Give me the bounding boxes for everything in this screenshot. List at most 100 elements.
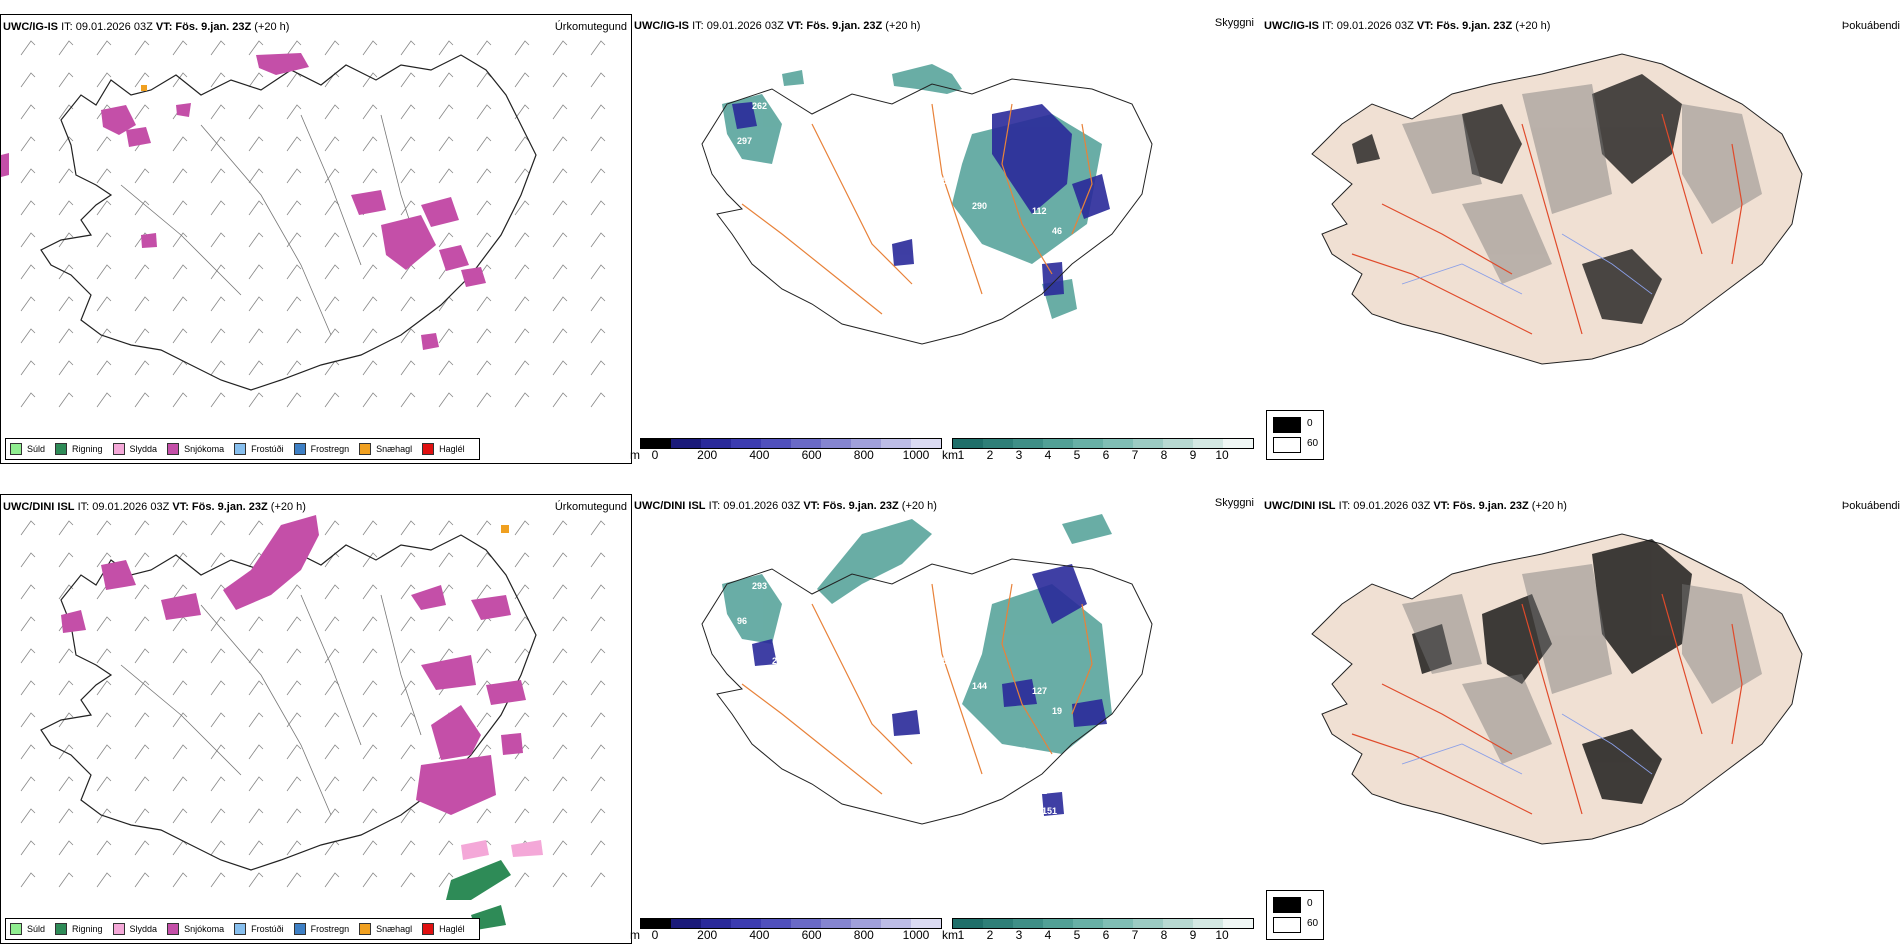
colorbar-tick: 10 (1215, 448, 1229, 462)
wind-barb-icon (210, 840, 226, 856)
wind-barb-icon (590, 40, 606, 56)
wind-barb-icon (438, 392, 454, 408)
cloud-base-value-label: 236 (1012, 266, 1027, 276)
wind-barb-icon (400, 680, 416, 696)
wind-barb-icon (248, 40, 264, 56)
legend-label: Snæhagl (376, 924, 413, 934)
fog-legend-swatch (1273, 437, 1301, 453)
colorbar-tick: 600 (801, 928, 822, 942)
wind-barb-icon (248, 648, 264, 664)
wind-barb-icon (58, 776, 74, 792)
wind-barb-icon (248, 328, 264, 344)
legend-label: Rigning (72, 924, 103, 934)
wind-barb-icon (324, 552, 340, 568)
wind-barb-icon (134, 552, 150, 568)
colorbar-tick: 6 (1102, 928, 1110, 942)
wind-barb-icon (210, 712, 226, 728)
wind-barb-icon (590, 744, 606, 760)
wind-barb-icon (20, 808, 36, 824)
wind-barb-icon (210, 648, 226, 664)
wind-barb-icon (476, 104, 492, 120)
cloud-base-value-label: 134 (1102, 786, 1117, 796)
colorbar-tick: 0 (651, 928, 659, 942)
wind-barb-icon (362, 296, 378, 312)
wind-barb-icon (476, 360, 492, 376)
wind-barb-icon (286, 872, 302, 888)
wind-barb-icon (552, 360, 568, 376)
wind-barb-icon (324, 616, 340, 632)
wind-barb-icon (438, 296, 454, 312)
wind-barb-icon (58, 200, 74, 216)
wind-barb-icon (20, 296, 36, 312)
wind-barb-icon (172, 72, 188, 88)
wind-barb-icon (324, 712, 340, 728)
wind-barb-icon (362, 40, 378, 56)
wind-barb-icon (438, 360, 454, 376)
wind-barb-icon (134, 40, 150, 56)
wind-barb-icon (134, 680, 150, 696)
cloud-base-value-label: 144 (972, 681, 987, 691)
wind-barb-icon (324, 328, 340, 344)
wind-barb-icon (552, 648, 568, 664)
wind-barb-icon (400, 72, 416, 88)
wind-barb-icon (286, 168, 302, 184)
wind-barb-icon (172, 328, 188, 344)
panel-title: Skyggni (1214, 497, 1254, 509)
wind-barb-icon (590, 360, 606, 376)
legend-swatch (359, 443, 372, 455)
wind-barb-icon (514, 360, 530, 376)
wind-barb-icon (20, 232, 36, 248)
wind-barb-icon (134, 168, 150, 184)
wind-barb-icon (172, 808, 188, 824)
colorbar-segment (953, 439, 983, 448)
cloud-base-value-label: 19 (1052, 706, 1062, 716)
colorbar-segment (1103, 439, 1133, 448)
wind-barb-icon (514, 136, 530, 152)
colorbar-tick: 2 (986, 448, 994, 462)
wind-barb-icon (590, 200, 606, 216)
wind-barb-icon (590, 712, 606, 728)
colorbar-segment (821, 439, 851, 448)
cloud-base-bar (640, 918, 942, 929)
wind-barb-icon (58, 680, 74, 696)
cloud-base-value-label: 185 (1102, 756, 1117, 766)
colorbar-segment (983, 919, 1013, 928)
wind-barb-icon (362, 328, 378, 344)
wind-barb-icon (286, 72, 302, 88)
wind-barb-icon (134, 648, 150, 664)
wind-barb-icon (362, 584, 378, 600)
legend-swatch (293, 443, 306, 455)
cloud-base-value-label: 94 (782, 61, 792, 71)
wind-barb-icon (362, 744, 378, 760)
wind-barb-icon (248, 72, 264, 88)
wind-barb-icon (134, 584, 150, 600)
legend-swatch (112, 443, 125, 455)
wind-barb-icon (172, 744, 188, 760)
colorbar-segment (911, 919, 941, 928)
cloudbase-panel-bottom: UWC/DINI ISL IT: 09.01.2026 03Z VT: Fös.… (630, 494, 1254, 944)
wind-barb-icon (210, 136, 226, 152)
wind-barb-icon (172, 136, 188, 152)
wind-barb-icon (590, 872, 606, 888)
wind-barb-icon (286, 360, 302, 376)
wind-barb-icon (286, 808, 302, 824)
wind-barb-icon (514, 520, 530, 536)
wind-barb-icon (400, 360, 416, 376)
wind-barb-icon (362, 104, 378, 120)
legend-label: Súld (27, 924, 46, 934)
precip-type-panel-bottom: UWC/DINI ISL IT: 09.01.2026 03Z VT: Fös.… (0, 494, 632, 944)
wind-barb-icon (210, 360, 226, 376)
wind-barb-icon (96, 296, 112, 312)
wind-barb-icon (552, 200, 568, 216)
wind-barb-icon (324, 776, 340, 792)
wind-barb-icon (400, 648, 416, 664)
wind-barb-icon (134, 200, 150, 216)
colorbar-tick: 7 (1131, 448, 1139, 462)
wind-barb-icon (286, 680, 302, 696)
wind-barb-icon (590, 392, 606, 408)
cloud-base-bar (640, 438, 942, 449)
precip-type-legend: Súld Rigning Slydda Snjókoma Frostúði Frostre… (5, 438, 480, 460)
wind-barb-icon (324, 808, 340, 824)
cloud-base-value-label: 297 (737, 136, 752, 146)
colorbar-tick: 3 (1015, 448, 1023, 462)
